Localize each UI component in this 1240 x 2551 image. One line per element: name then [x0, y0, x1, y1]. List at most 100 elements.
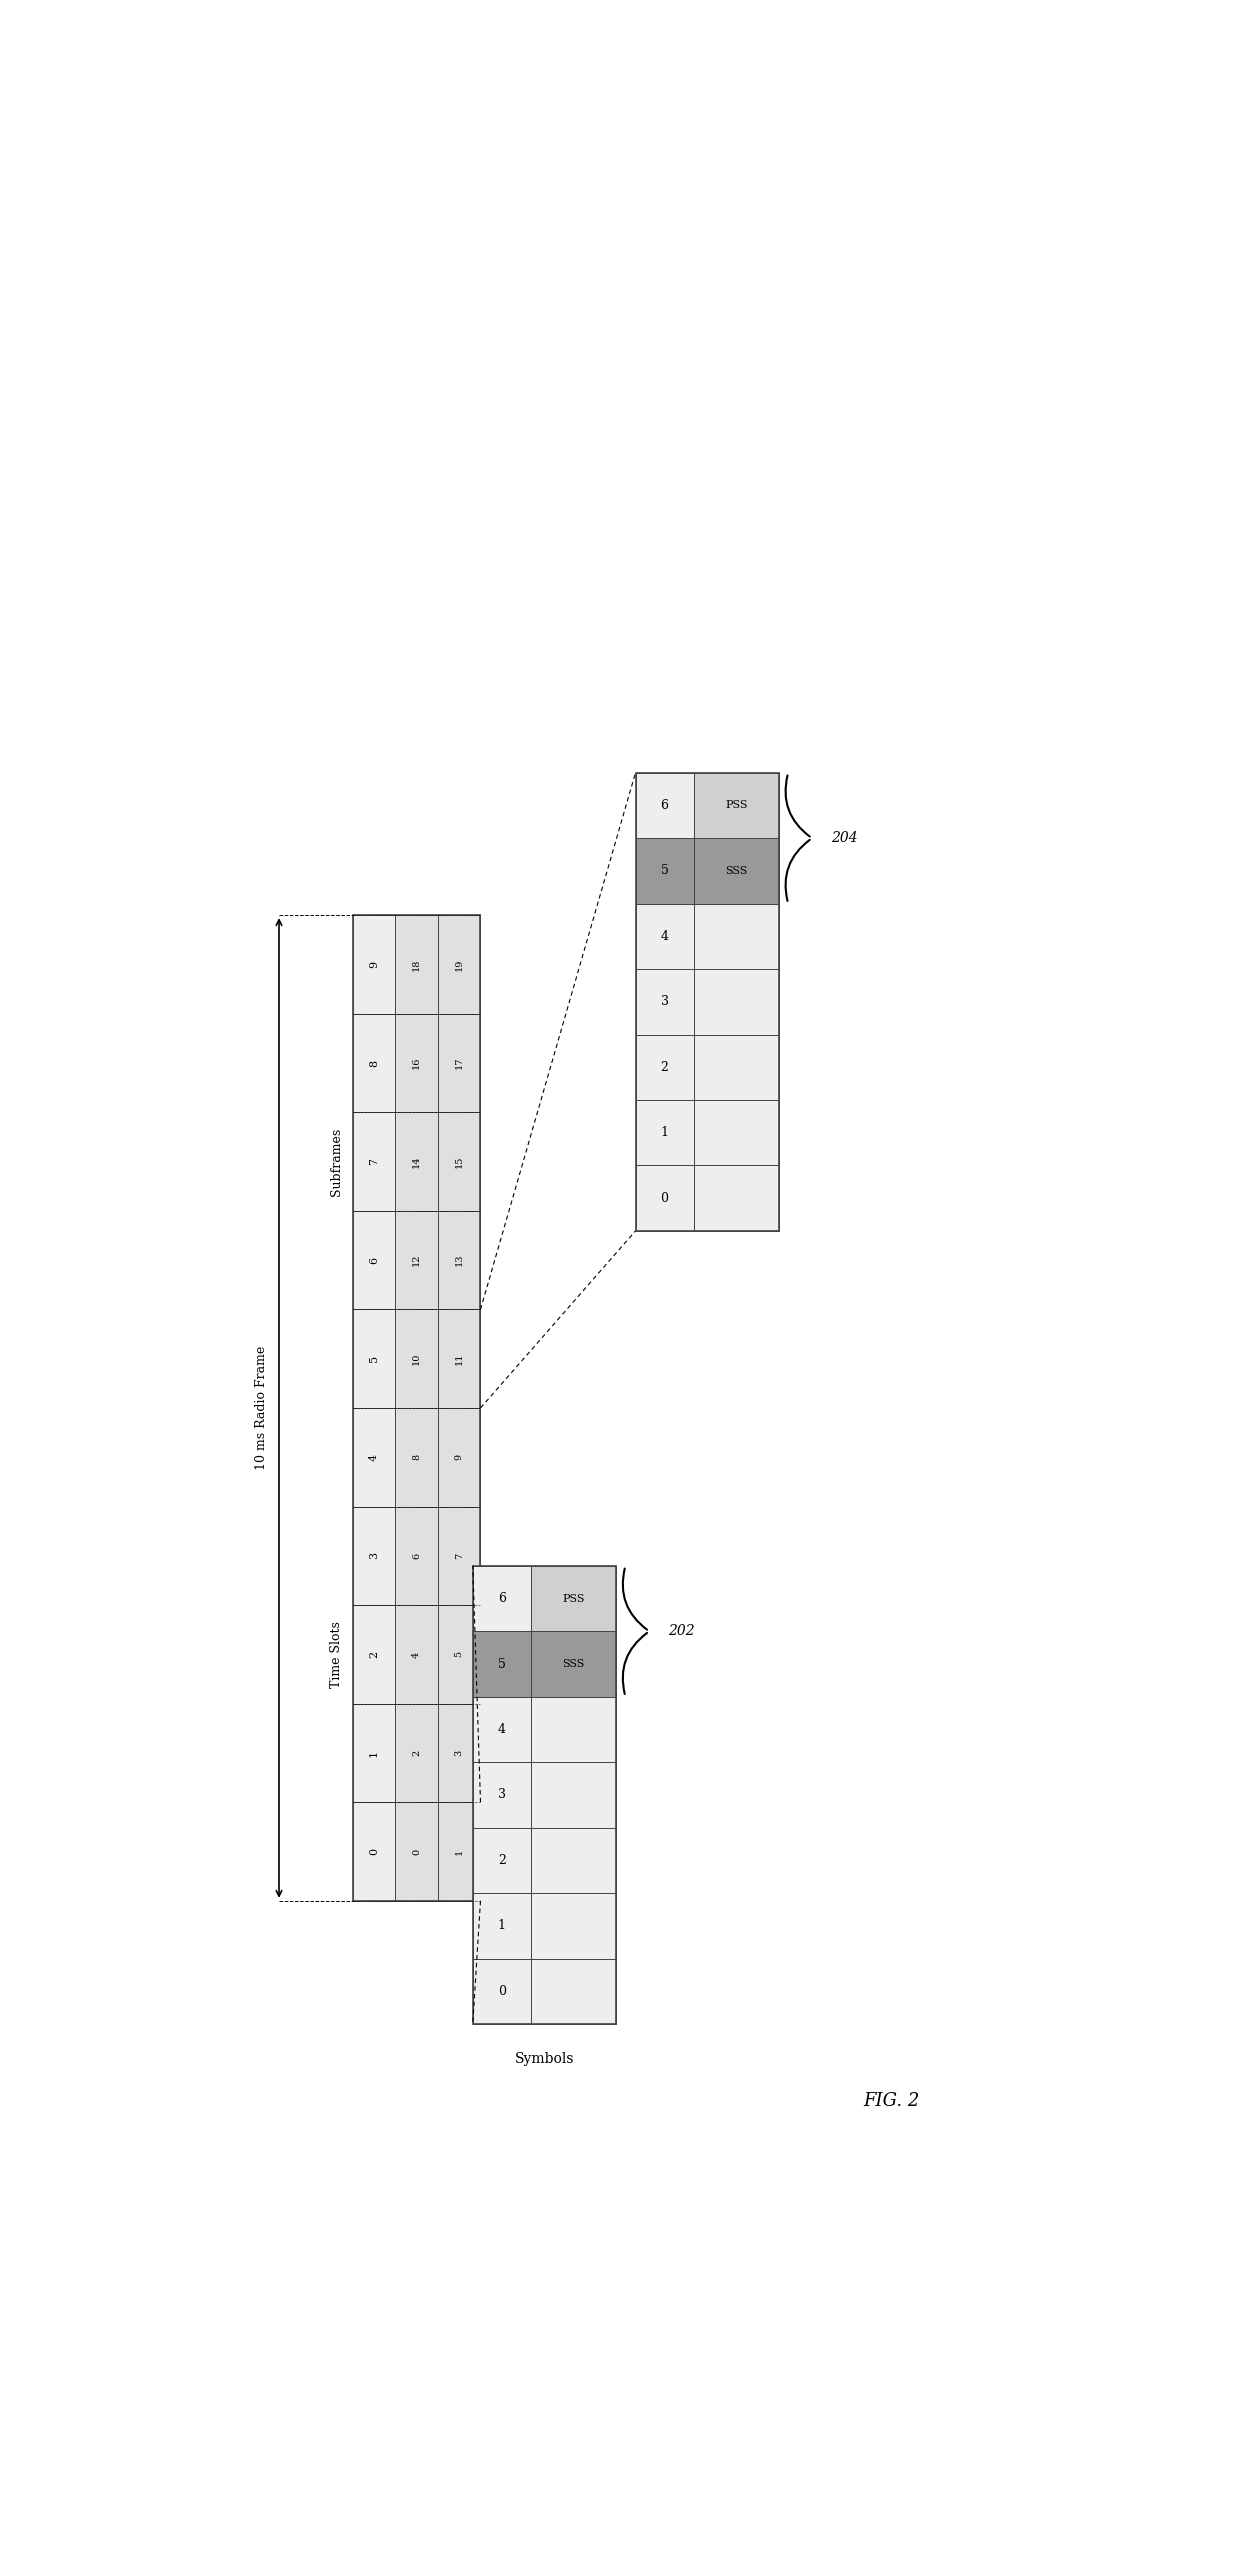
Bar — [396, 1309, 438, 1408]
Text: 1: 1 — [497, 1918, 506, 1931]
Bar — [635, 969, 693, 1036]
Bar — [635, 1099, 693, 1166]
Bar — [352, 1112, 396, 1212]
Bar — [352, 916, 396, 1013]
Bar — [635, 1166, 693, 1232]
Text: 8: 8 — [412, 1454, 422, 1459]
Bar — [352, 1408, 396, 1508]
Text: 4: 4 — [370, 1454, 379, 1462]
Bar — [531, 1763, 616, 1827]
Bar — [396, 1801, 438, 1900]
Bar — [352, 916, 480, 1900]
Text: 1: 1 — [661, 1125, 668, 1140]
Bar — [438, 1112, 480, 1212]
Bar — [472, 1566, 616, 2023]
Bar — [472, 1763, 531, 1827]
Text: 202: 202 — [668, 1625, 694, 1638]
Text: 1: 1 — [455, 1849, 464, 1855]
Text: 16: 16 — [412, 1056, 422, 1069]
Text: 18: 18 — [412, 959, 422, 972]
Text: 1: 1 — [370, 1750, 379, 1758]
Text: 2: 2 — [412, 1750, 422, 1755]
Bar — [396, 1508, 438, 1605]
Bar — [635, 1036, 693, 1099]
Text: 2: 2 — [661, 1061, 668, 1074]
Bar — [693, 773, 779, 839]
Text: 10: 10 — [412, 1352, 422, 1365]
Text: 6: 6 — [497, 1592, 506, 1605]
Bar — [438, 916, 480, 1013]
Bar — [531, 1893, 616, 1959]
Text: 2: 2 — [498, 1855, 506, 1867]
Text: 17: 17 — [455, 1056, 464, 1069]
Text: 0: 0 — [370, 1847, 379, 1855]
Bar — [352, 1704, 396, 1801]
Text: 5: 5 — [498, 1658, 506, 1671]
Bar — [472, 1566, 531, 1630]
Text: 12: 12 — [412, 1255, 422, 1265]
Text: 5: 5 — [455, 1650, 464, 1658]
Text: 3: 3 — [370, 1551, 379, 1559]
Bar — [472, 1959, 531, 2023]
Text: 6: 6 — [661, 798, 668, 811]
Text: 4: 4 — [412, 1650, 422, 1658]
Bar — [472, 1893, 531, 1959]
Text: 5: 5 — [661, 865, 668, 878]
Bar — [438, 1605, 480, 1704]
Bar — [635, 773, 779, 1232]
Text: 0: 0 — [497, 1985, 506, 1997]
Bar — [635, 903, 693, 969]
Bar — [531, 1566, 616, 1630]
Text: Time Slots: Time Slots — [330, 1620, 343, 1689]
Bar — [472, 1630, 531, 1696]
Bar — [531, 1827, 616, 1893]
Bar — [396, 1408, 438, 1508]
Text: 13: 13 — [455, 1255, 464, 1265]
Text: 19: 19 — [455, 959, 464, 972]
Bar — [693, 969, 779, 1036]
Text: PSS: PSS — [562, 1594, 585, 1605]
Text: 9: 9 — [455, 1454, 464, 1459]
Bar — [438, 1013, 480, 1112]
Text: 14: 14 — [412, 1156, 422, 1168]
Text: 3: 3 — [455, 1750, 464, 1755]
Bar — [693, 1099, 779, 1166]
Text: Subframes: Subframes — [330, 1128, 343, 1196]
Bar — [396, 916, 438, 1013]
Text: 5: 5 — [370, 1355, 379, 1362]
Text: 3: 3 — [497, 1788, 506, 1801]
Text: 8: 8 — [370, 1059, 379, 1066]
Text: SSS: SSS — [725, 865, 748, 875]
Text: 7: 7 — [455, 1554, 464, 1559]
Text: 11: 11 — [455, 1352, 464, 1365]
Text: 7: 7 — [370, 1158, 379, 1166]
Text: 2: 2 — [370, 1650, 379, 1658]
Bar — [438, 1212, 480, 1309]
Bar — [352, 1212, 396, 1309]
Text: 6: 6 — [370, 1258, 379, 1263]
Text: 9: 9 — [370, 962, 379, 967]
Text: Symbols: Symbols — [515, 2051, 574, 2066]
Bar — [438, 1508, 480, 1605]
Text: 0: 0 — [412, 1849, 422, 1855]
Text: 3: 3 — [661, 995, 668, 1008]
Text: 4: 4 — [497, 1722, 506, 1737]
Text: FIG. 2: FIG. 2 — [863, 2092, 919, 2110]
Bar — [352, 1801, 396, 1900]
Text: 6: 6 — [412, 1554, 422, 1559]
Text: 204: 204 — [831, 832, 857, 844]
Bar — [531, 1696, 616, 1763]
Text: PSS: PSS — [725, 801, 748, 811]
Text: 15: 15 — [455, 1156, 464, 1168]
Bar — [396, 1112, 438, 1212]
Bar — [635, 773, 693, 839]
Bar — [438, 1309, 480, 1408]
Text: 4: 4 — [661, 931, 668, 944]
Bar — [396, 1605, 438, 1704]
Bar — [352, 1508, 396, 1605]
Bar — [352, 1013, 396, 1112]
Bar — [635, 839, 693, 903]
Bar — [472, 1827, 531, 1893]
Text: 10 ms Radio Frame: 10 ms Radio Frame — [255, 1347, 268, 1469]
Bar — [438, 1801, 480, 1900]
